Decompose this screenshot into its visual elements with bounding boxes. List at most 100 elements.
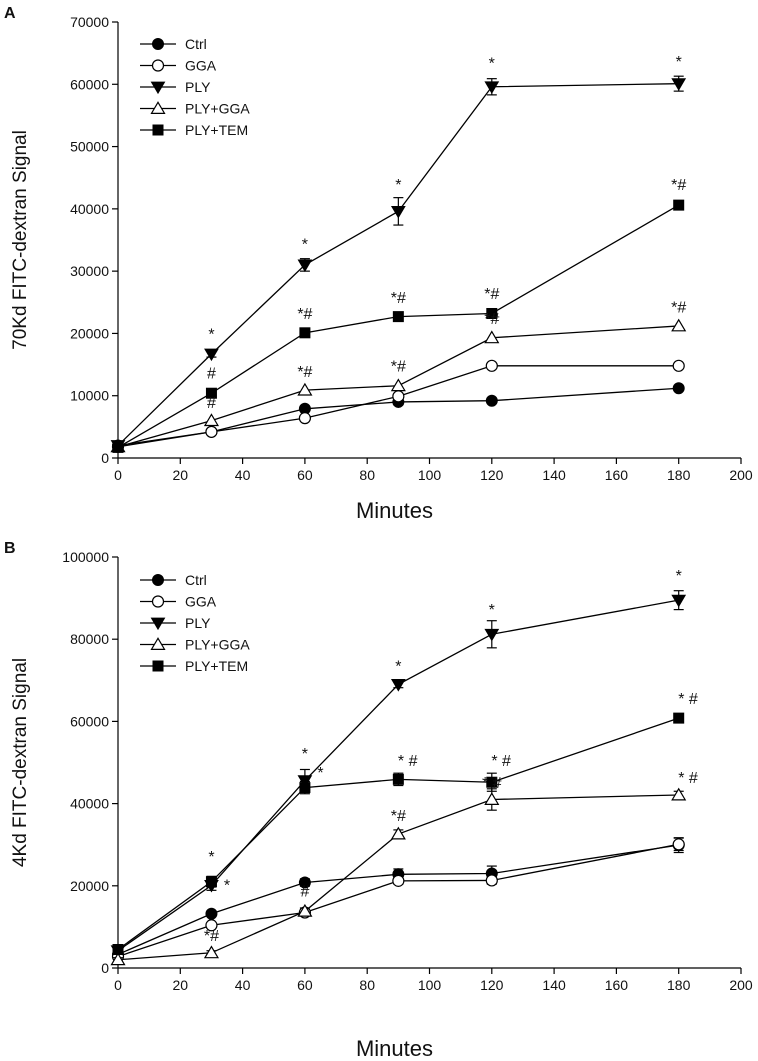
significance-annotation: *# [391, 808, 406, 825]
data-point [392, 311, 404, 323]
data-point [671, 78, 687, 91]
x-tick-label: 80 [359, 467, 375, 483]
legend-marker [150, 637, 166, 650]
y-tick-label: 30000 [70, 263, 109, 279]
x-tick-label: 180 [667, 467, 691, 483]
series-line [117, 325, 679, 448]
legend-marker [152, 574, 164, 586]
data-point [299, 327, 311, 339]
x-tick-label: 140 [542, 977, 566, 993]
data-point [112, 944, 124, 956]
data-point [673, 199, 685, 211]
data-point [484, 81, 500, 94]
legend-marker [151, 595, 165, 608]
significance-annotation: * [676, 568, 682, 585]
series-line [117, 794, 679, 961]
legend-label: PLY [185, 79, 211, 95]
x-tick-label: 0 [114, 467, 122, 483]
series-line [117, 599, 679, 952]
x-tick-label: 100 [418, 977, 442, 993]
y-tick-label: 20000 [70, 878, 109, 894]
legend-label: Ctrl [185, 36, 207, 52]
panel-b: B 0 20000 40000 60000 80000 100000 0 20 40 60 80 100… [4, 540, 753, 1061]
x-tick-label: 20 [173, 977, 189, 993]
series-ply-tem [112, 199, 685, 453]
data-point [298, 412, 311, 425]
x-tick-label: 180 [667, 977, 691, 993]
x-tick-label: 40 [235, 977, 251, 993]
data-point [392, 773, 404, 785]
y-tick-label: 0 [101, 450, 109, 466]
data-point [299, 782, 311, 794]
y-tick-label: 10000 [70, 388, 109, 404]
x-tick-label: 160 [605, 977, 629, 993]
x-tick-label: 200 [729, 977, 753, 993]
significance-annotation: * [224, 878, 230, 895]
legend-marker [152, 660, 164, 672]
data-point [390, 679, 406, 692]
series-line [117, 843, 679, 958]
y-tick-label: 50000 [70, 139, 109, 155]
significance-annotation: * [317, 765, 323, 782]
y-axis-label: 70Kd FITC-dextran Signal [10, 130, 31, 350]
legend-label: GGA [185, 58, 217, 74]
legend-label: PLY+GGA [185, 101, 250, 117]
data-point [297, 903, 313, 917]
data-point [486, 307, 498, 319]
data-point [484, 792, 500, 805]
significance-annotation: * # [491, 753, 511, 770]
data-point [484, 330, 500, 344]
series-ply-gga [110, 318, 687, 453]
series-line [117, 83, 679, 447]
significance-annotation: *# [671, 299, 686, 316]
data-point [205, 919, 218, 932]
series-line [117, 365, 679, 448]
series-ply-tem [112, 712, 685, 956]
x-tick-label: 60 [297, 467, 313, 483]
significance-annotation: # [300, 883, 309, 900]
legend-label: PLY+TEM [185, 122, 248, 138]
significance-annotation: *# [484, 286, 499, 303]
data-point [204, 348, 219, 362]
significance-annotation: *# [297, 364, 312, 381]
legend-label: Ctrl [185, 572, 207, 588]
data-point [110, 952, 126, 966]
legend-marker [152, 124, 164, 136]
data-point [672, 838, 685, 851]
data-point [486, 776, 498, 788]
x-tick-label: 60 [297, 977, 313, 993]
significance-annotation: *# [391, 290, 406, 307]
series-ply-gga [110, 787, 687, 966]
significance-annotation: # [207, 395, 216, 412]
significance-annotation: *# [297, 306, 312, 323]
data-point [390, 205, 406, 219]
y-tick-label: 80000 [70, 631, 109, 647]
series-ctrl [112, 837, 685, 961]
data-point [671, 787, 687, 801]
legend-marker [150, 617, 166, 631]
significance-annotation: * [489, 602, 495, 619]
data-point [205, 425, 218, 438]
significance-annotation: * # [678, 691, 698, 708]
significance-annotation: * # [398, 753, 418, 770]
significance-annotation: *# [391, 358, 406, 375]
series-line [117, 204, 680, 448]
legend-label: PLY [185, 615, 211, 631]
x-tick-label: 40 [235, 467, 251, 483]
x-tick-label: 160 [605, 467, 629, 483]
data-point [392, 874, 405, 887]
legend-label: GGA [185, 594, 217, 610]
data-point [205, 876, 217, 888]
data-point [485, 394, 498, 407]
legend: Ctrl GGA PLY PLY+GGA PLY+TEM [140, 572, 250, 674]
data-point [205, 907, 218, 920]
significance-annotation: # [207, 365, 216, 382]
series-line [117, 844, 679, 956]
data-point [390, 378, 406, 392]
data-point [672, 382, 685, 395]
x-tick-label: 120 [480, 467, 504, 483]
data-point [392, 390, 405, 403]
legend-marker [150, 81, 166, 95]
data-point [672, 359, 685, 372]
